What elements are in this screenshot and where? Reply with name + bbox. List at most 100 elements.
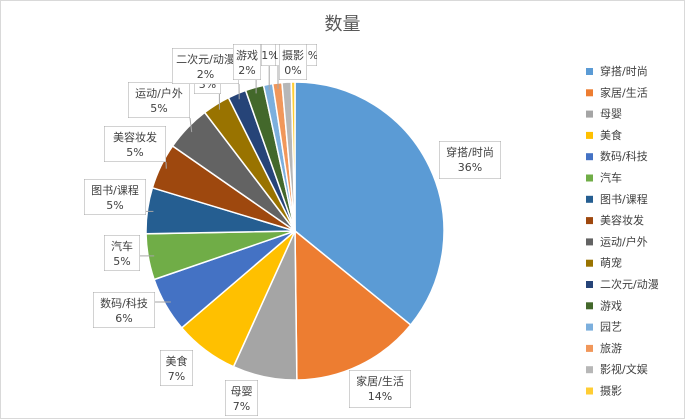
data-label-name: 摄影 <box>282 48 304 62</box>
pie-slice-15 <box>290 81 296 232</box>
legend-item-10: 二次元/动漫 <box>586 277 659 291</box>
legend-label: 游戏 <box>600 299 622 312</box>
legend-item-15: 摄影 <box>586 384 622 398</box>
data-label-value: 2% <box>197 68 214 81</box>
legend-swatch <box>586 302 593 310</box>
data-label-name: 穿搭/时尚 <box>446 145 494 159</box>
pie-slice-0 <box>294 81 445 326</box>
data-label-8: 运动/户外 5% <box>128 82 190 118</box>
data-label-name: 汽车 <box>111 239 133 253</box>
legend-swatch <box>586 174 593 182</box>
legend-swatch <box>586 281 593 288</box>
data-label-box <box>349 370 411 408</box>
legend-label: 穿搭/时尚 <box>600 64 648 78</box>
legend-label: 家居/生活 <box>600 85 648 99</box>
data-label-name: 美容妆发 <box>113 130 157 144</box>
legend-item-0: 穿搭/时尚 <box>586 64 648 78</box>
legend-swatch <box>586 195 593 203</box>
data-label-box <box>93 292 155 328</box>
legend-label: 美食 <box>600 128 622 142</box>
data-label-box <box>84 179 146 215</box>
legend-label: 运动/户外 <box>600 234 648 248</box>
legend-item-14: 影视/文娱 <box>586 362 648 376</box>
legend-item-11: 游戏 <box>586 299 622 312</box>
legend-swatch <box>586 89 593 97</box>
data-label-name: 运动/户外 <box>135 86 183 100</box>
data-label-3: 美食 7% <box>160 350 193 386</box>
data-label-2: 母婴 7% <box>225 380 258 416</box>
data-label-box <box>225 380 258 416</box>
legend-label: 二次元/动漫 <box>600 277 659 291</box>
data-label-value: 14% <box>368 390 392 403</box>
legend-item-1: 家居/生活 <box>586 85 648 99</box>
legend-swatch <box>586 110 593 118</box>
leader-line-8 <box>189 117 193 133</box>
data-label-value: 5% <box>106 199 123 212</box>
legend-item-12: 园艺 <box>586 321 622 334</box>
data-label-box <box>160 350 193 386</box>
legend-item-3: 美食 <box>586 128 622 142</box>
legend-swatch <box>586 217 593 225</box>
data-label-15: 摄影 0% <box>279 44 307 80</box>
legend-swatch <box>586 323 593 331</box>
data-label-name: 游戏 <box>236 49 258 62</box>
data-label-value: 36% <box>458 161 482 174</box>
legend-label: 摄影 <box>600 384 622 398</box>
legend-swatch <box>586 238 593 246</box>
data-label-5: 汽车 5% <box>104 235 140 271</box>
legend-label: 图书/课程 <box>600 193 648 206</box>
data-label-box <box>172 48 239 84</box>
legend-label: 数码/科技 <box>600 149 648 163</box>
legend-label: 汽车 <box>600 171 622 185</box>
data-label-1: 家居/生活 14% <box>349 370 411 408</box>
legend-item-13: 旅游 <box>586 341 622 355</box>
data-label-box <box>104 235 140 271</box>
data-label-name: 家居/生活 <box>356 374 404 388</box>
legend-item-5: 汽车 <box>586 171 622 185</box>
legend-label: 美容妆发 <box>600 213 644 227</box>
legend-swatch <box>586 366 593 374</box>
legend-swatch <box>586 68 593 75</box>
legend-item-6: 图书/课程 <box>586 193 648 206</box>
data-label-6: 图书/课程 5% <box>84 179 146 215</box>
data-label-value: 7% <box>168 370 185 383</box>
legend-label: 园艺 <box>600 321 622 334</box>
data-label-10: 二次元/动漫 2% <box>172 48 239 84</box>
data-label-box <box>261 44 279 66</box>
data-label-value: 5% <box>150 102 167 115</box>
legend-item-9: 萌宠 <box>586 256 622 270</box>
data-label-value: 6% <box>115 312 132 325</box>
legend-swatch <box>586 387 593 395</box>
data-label-7: 美容妆发 5% <box>104 126 166 162</box>
data-label-box <box>439 141 501 179</box>
legend-label: 旅游 <box>600 341 622 355</box>
data-label-value: 0% <box>284 64 301 77</box>
legend-swatch <box>586 131 593 139</box>
data-label-name: 美食 <box>166 354 188 368</box>
data-label-box <box>104 126 166 162</box>
data-label-box <box>128 82 190 118</box>
data-label-name: 二次元/动漫 <box>176 52 235 66</box>
legend-item-4: 数码/科技 <box>586 149 648 163</box>
pie-slice-1 <box>294 229 412 381</box>
chart-title: 数量 <box>324 14 361 35</box>
pie-slices <box>145 81 445 381</box>
data-label-11: 游戏 2% <box>233 44 261 80</box>
data-label-value: 5% <box>126 146 143 159</box>
data-label-name: 图书/课程 <box>91 184 139 197</box>
data-label-value: 5% <box>113 255 130 268</box>
data-label-name: 数码/科技 <box>100 296 148 310</box>
legend-label: 母婴 <box>600 108 622 121</box>
data-label-12: 1% <box>261 44 279 66</box>
data-label-4: 数码/科技 6% <box>93 292 155 328</box>
legend-swatch <box>586 259 593 267</box>
legend-label: 萌宠 <box>600 256 622 270</box>
legend-swatch <box>586 344 593 352</box>
data-label-value: 7% <box>233 400 250 413</box>
legend: 穿搭/时尚家居/生活母婴美食数码/科技汽车图书/课程美容妆发运动/户外萌宠二次元… <box>586 64 659 398</box>
leader-lines <box>140 66 279 303</box>
legend-item-7: 美容妆发 <box>586 213 644 227</box>
legend-label: 影视/文娱 <box>600 362 648 376</box>
data-label-value: 1% <box>261 49 278 62</box>
